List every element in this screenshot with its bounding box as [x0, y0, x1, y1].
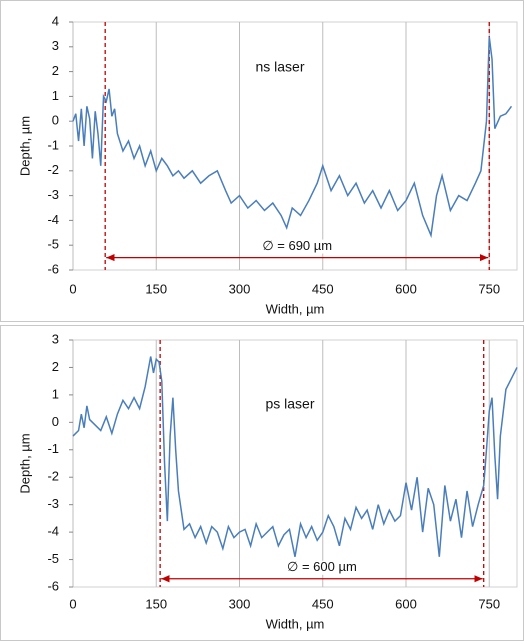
y-tick-label: 0: [52, 113, 59, 128]
chart-ps: 0 150 300 450 600 750 -6 -5 -4 -3 -2 -1 0 1 2 3 Width, µ…: [0, 325, 524, 641]
y-tick-label: 0: [52, 414, 59, 429]
x-tick-label: 750: [478, 596, 500, 611]
chart-title: ps laser: [265, 396, 314, 412]
x-tick-label: 150: [145, 281, 167, 296]
data-line: [72, 356, 518, 557]
panel-frame: [0, 325, 524, 641]
y-tick-label: 2: [52, 63, 59, 78]
y-tick-label: -6: [47, 261, 59, 276]
y-tick-label: -2: [47, 162, 59, 177]
y-axis-label: Depth, µm: [17, 116, 32, 176]
x-tick-label: 300: [229, 281, 251, 296]
y-tick-label: 4: [52, 13, 59, 28]
chart-ns: 0 150 300 450 600 750 -6 -5 -4 -3 -2 -1 0 1 2 3 4 Width, …: [0, 0, 524, 322]
y-tick-label: -5: [47, 551, 59, 566]
y-tick-label: -6: [47, 578, 59, 593]
x-tick-label: 0: [69, 596, 76, 611]
x-tick-label: 0: [69, 281, 76, 296]
y-tick-label: -4: [47, 524, 59, 539]
chart-title: ns laser: [255, 59, 304, 75]
y-tick-label: -1: [47, 137, 59, 152]
y-tick-label: -3: [47, 496, 59, 511]
y-tick-label: -3: [47, 187, 59, 202]
x-tick-label: 750: [478, 281, 500, 296]
x-axis-label: Width, µm: [266, 616, 325, 631]
annotation: ∅ = 600 µm: [287, 559, 357, 574]
x-tick-label: 600: [395, 596, 417, 611]
plot-frame: [72, 339, 518, 588]
y-tick-label: -1: [47, 441, 59, 456]
annotation: ∅ = 690 µm: [262, 238, 332, 253]
panel-frame: [0, 0, 524, 322]
x-tick-label: 450: [312, 281, 334, 296]
y-tick-label: 1: [52, 386, 59, 401]
y-tick-label: 3: [52, 331, 59, 346]
x-tick-label: 150: [145, 596, 167, 611]
y-axis-label: Depth, µm: [17, 433, 32, 493]
y-tick-label: -5: [47, 237, 59, 252]
annotation-bg: [273, 560, 370, 575]
x-tick-label: 300: [229, 596, 251, 611]
data-line: [72, 36, 513, 239]
y-tick-label: 1: [52, 88, 59, 103]
y-tick-label: 3: [52, 38, 59, 53]
y-tick-label: -4: [47, 212, 59, 227]
x-tick-label: 600: [395, 281, 417, 296]
y-tick-label: -2: [47, 469, 59, 484]
x-axis-label: Width, µm: [266, 301, 325, 316]
x-tick-label: 450: [312, 596, 334, 611]
annotation-bg: [249, 239, 346, 254]
y-tick-label: 2: [52, 359, 59, 374]
